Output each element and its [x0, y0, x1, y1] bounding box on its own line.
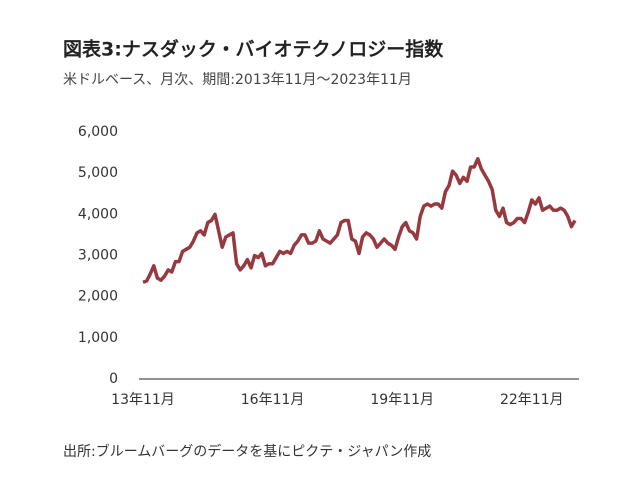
y-tick-label: 2,000 — [78, 289, 118, 305]
x-tick-label: 13年11月 — [111, 392, 175, 408]
x-tick-label: 19年11月 — [370, 392, 434, 408]
source: 出所:ブルームバーグのデータを基にピクテ・ジャパン作成 — [63, 443, 431, 460]
x-tick-label: 22年11月 — [500, 392, 564, 408]
y-tick-label: 3,000 — [78, 248, 118, 264]
y-tick-label: 5,000 — [78, 165, 118, 181]
x-tick-label: 16年11月 — [241, 392, 305, 408]
y-tick-label: 0 — [109, 371, 118, 387]
y-tick-label: 4,000 — [78, 206, 118, 222]
chart-title: 図表3:ナスダック・バイオテクノロジー指数 — [63, 38, 444, 61]
y-tick-label: 1,000 — [78, 330, 118, 346]
data-line — [142, 157, 577, 284]
chart-subtitle: 米ドルベース、月次、期間:2013年11月〜2023年11月 — [63, 72, 412, 88]
y-tick-label: 6,000 — [78, 124, 118, 140]
